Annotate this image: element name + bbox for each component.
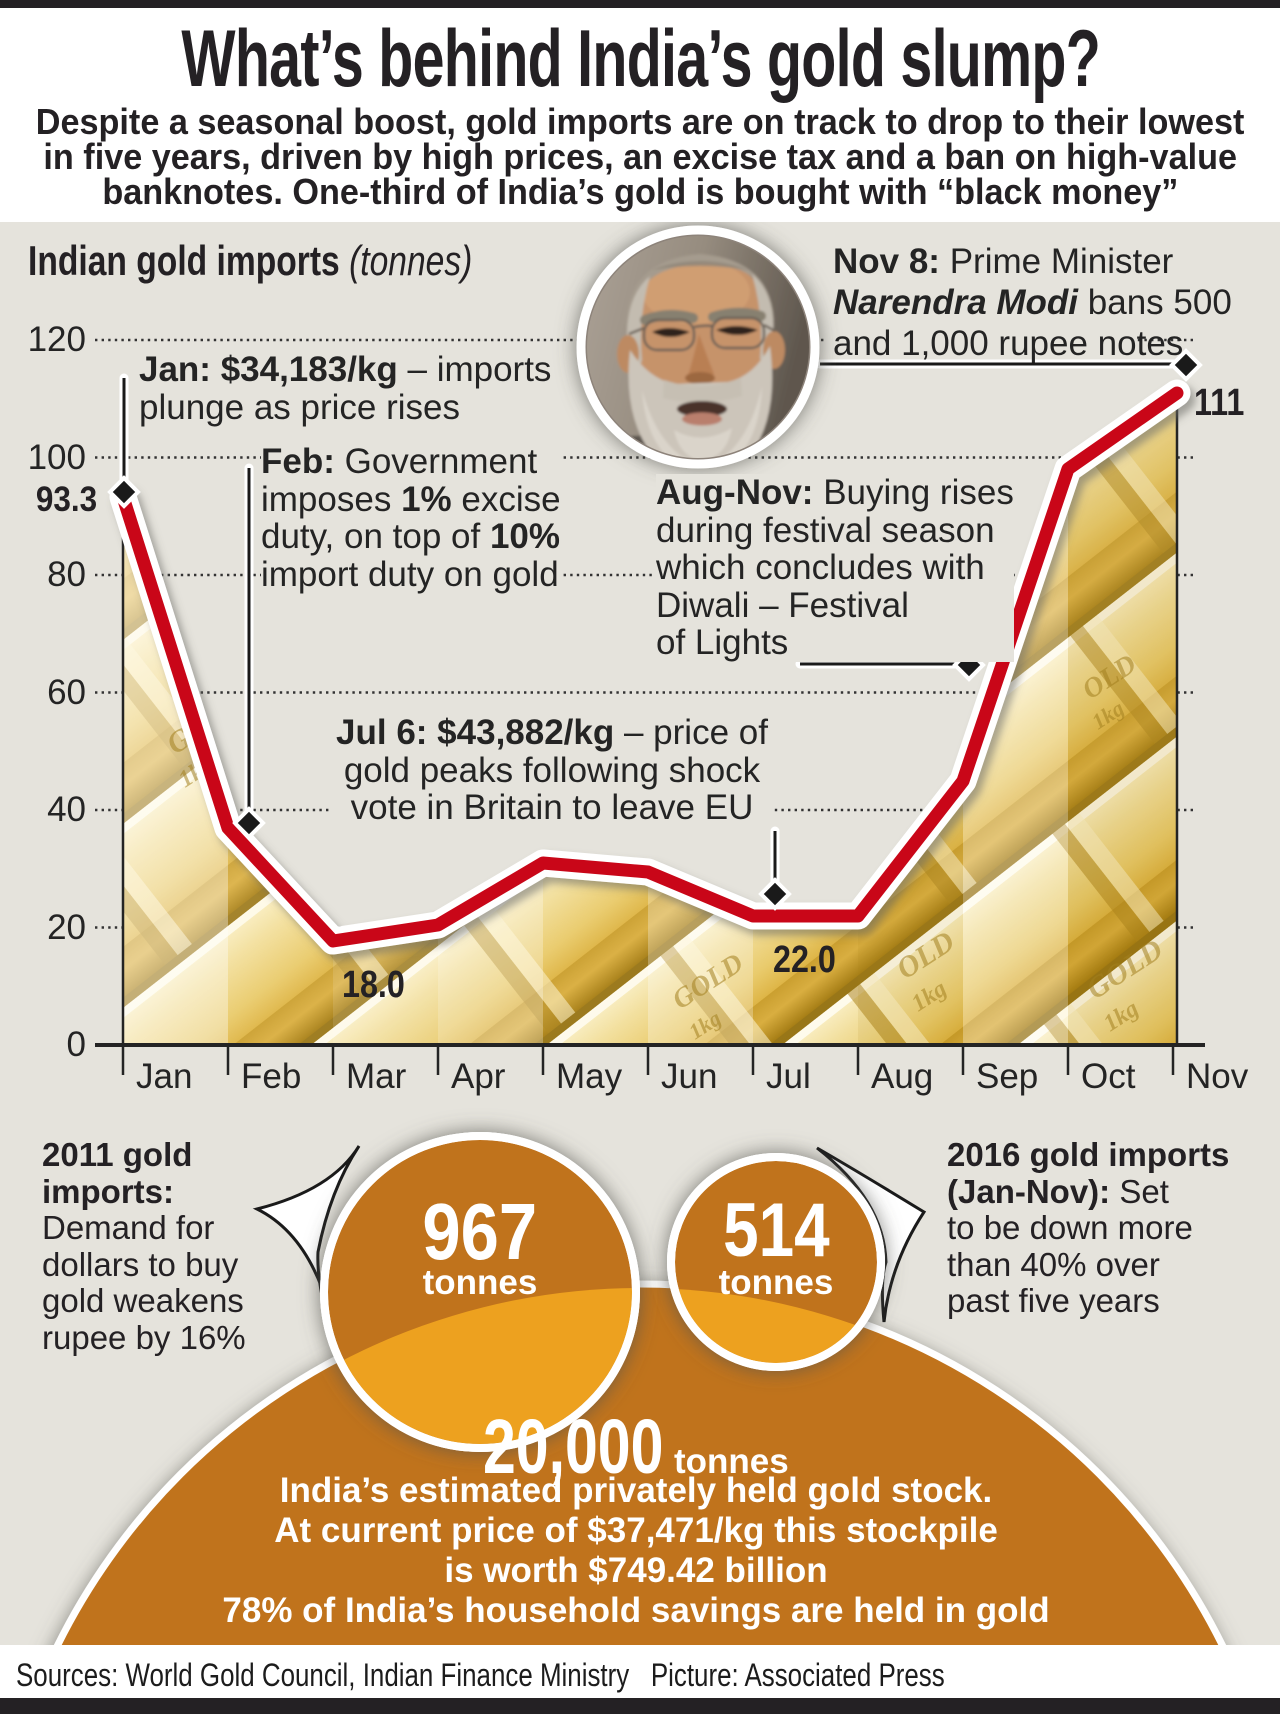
svg-text:OLD: OLD: [341, 845, 411, 906]
